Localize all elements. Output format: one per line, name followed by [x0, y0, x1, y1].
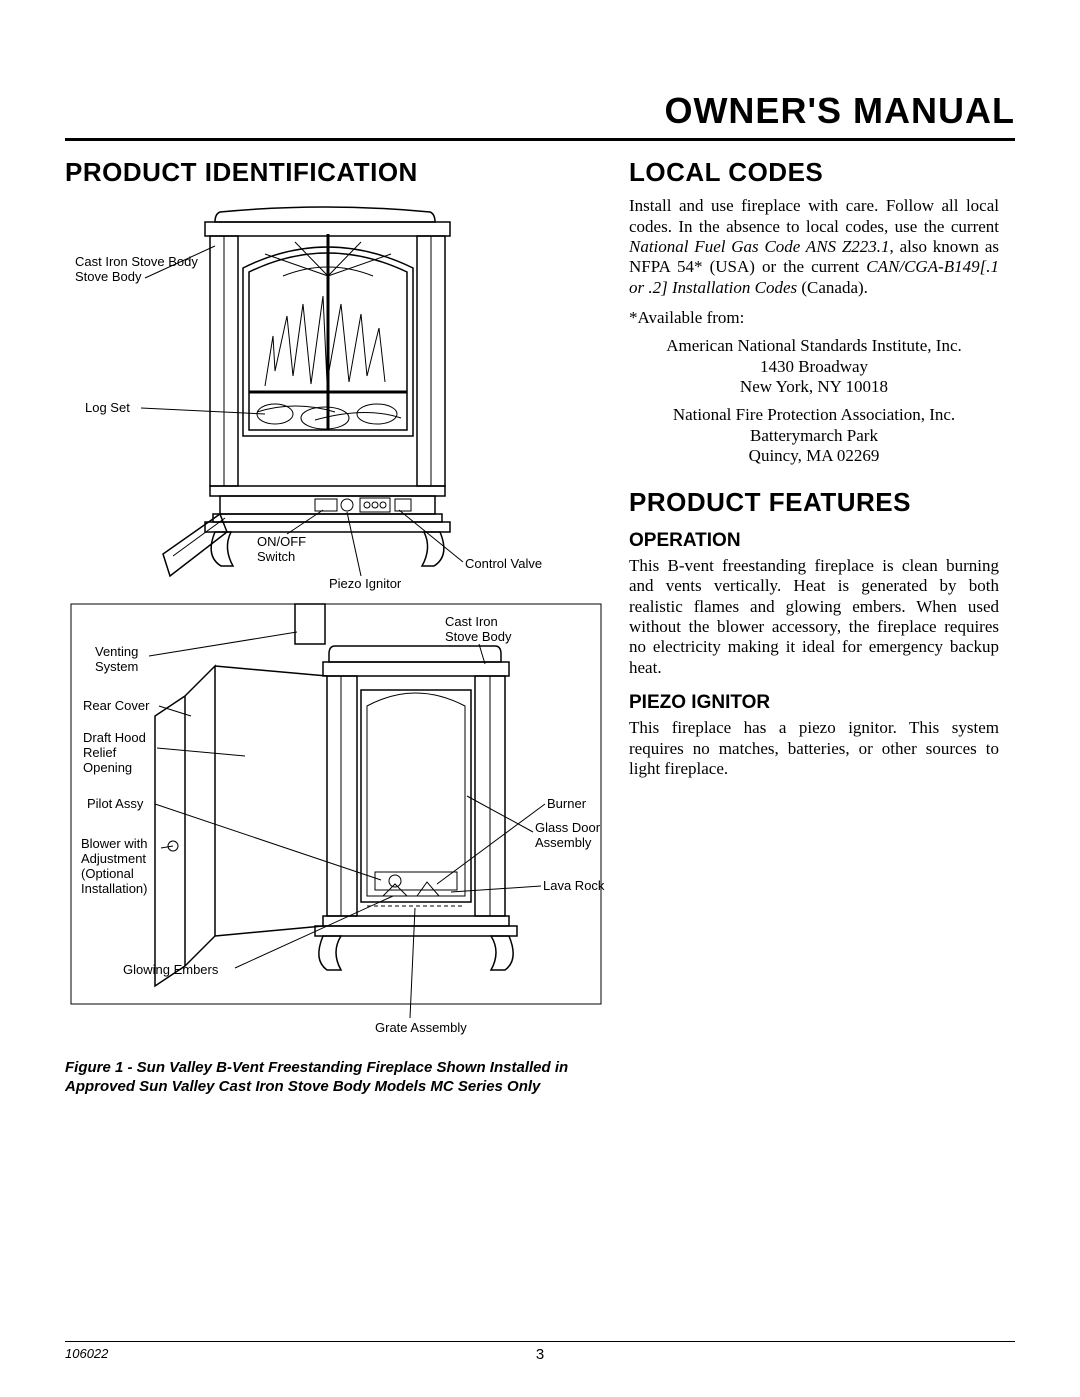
- doc-number: 106022: [65, 1346, 108, 1361]
- page-number: 3: [536, 1346, 544, 1363]
- right-column: LOCAL CODES Install and use fireplace wi…: [629, 159, 999, 1097]
- svg-text:Cast Iron: Cast Iron: [445, 614, 498, 629]
- product-identification-heading: PRODUCT IDENTIFICATION: [65, 159, 605, 186]
- label-cast-iron-top-1: Cast Iron Stove Body: [75, 254, 198, 269]
- label-grate-assembly: Grate Assembly: [375, 1020, 467, 1035]
- piezo-heading: PIEZO IGNITOR: [629, 692, 999, 714]
- svg-text:Stove Body: Stove Body: [445, 629, 512, 644]
- operation-heading: OPERATION: [629, 530, 999, 552]
- address-ansi: American National Standards Institute, I…: [629, 336, 999, 397]
- svg-text:Draft Hood: Draft Hood: [83, 730, 146, 745]
- content-columns: PRODUCT IDENTIFICATION: [65, 159, 1015, 1097]
- svg-text:ON/OFF: ON/OFF: [257, 534, 306, 549]
- svg-text:Blower with: Blower with: [81, 836, 147, 851]
- product-features-heading: PRODUCT FEATURES: [629, 489, 999, 516]
- label-burner: Burner: [547, 796, 587, 811]
- operation-body: This B-vent freestanding fireplace is cl…: [629, 556, 999, 678]
- left-column: PRODUCT IDENTIFICATION: [65, 159, 605, 1097]
- svg-text:Glass Door: Glass Door: [535, 820, 601, 835]
- svg-text:Switch: Switch: [257, 549, 295, 564]
- label-piezo-ignitor: Piezo Ignitor: [329, 576, 402, 591]
- svg-text:Installation): Installation): [81, 881, 147, 896]
- label-lava-rock: Lava Rock: [543, 878, 605, 893]
- svg-text:System: System: [95, 659, 138, 674]
- label-pilot-assy: Pilot Assy: [87, 796, 144, 811]
- svg-text:(Optional: (Optional: [81, 866, 134, 881]
- svg-text:Adjustment: Adjustment: [81, 851, 146, 866]
- label-control-valve: Control Valve: [465, 556, 542, 571]
- svg-text:Opening: Opening: [83, 760, 132, 775]
- page-header: OWNER'S MANUAL: [65, 90, 1015, 141]
- local-codes-paragraph: Install and use fireplace with care. Fol…: [629, 196, 999, 298]
- svg-text:Venting: Venting: [95, 644, 138, 659]
- address-nfpa: National Fire Protection Association, In…: [629, 405, 999, 466]
- available-from-text: *Available from:: [629, 308, 999, 328]
- product-diagram: Cast Iron Stove Body Stove Body Log Set …: [65, 196, 605, 1051]
- svg-text:Assembly: Assembly: [535, 835, 592, 850]
- label-log-set: Log Set: [85, 400, 130, 415]
- label-glowing-embers: Glowing Embers: [123, 962, 219, 977]
- local-codes-heading: LOCAL CODES: [629, 159, 999, 186]
- svg-text:Stove Body: Stove Body: [75, 269, 142, 284]
- piezo-body: This fireplace has a piezo ignitor. This…: [629, 718, 999, 779]
- figure-caption: Figure 1 - Sun Valley B-Vent Freestandin…: [65, 1059, 605, 1097]
- label-rear-cover: Rear Cover: [83, 698, 150, 713]
- page-footer: 106022 3: [65, 1341, 1015, 1361]
- svg-text:Relief: Relief: [83, 745, 117, 760]
